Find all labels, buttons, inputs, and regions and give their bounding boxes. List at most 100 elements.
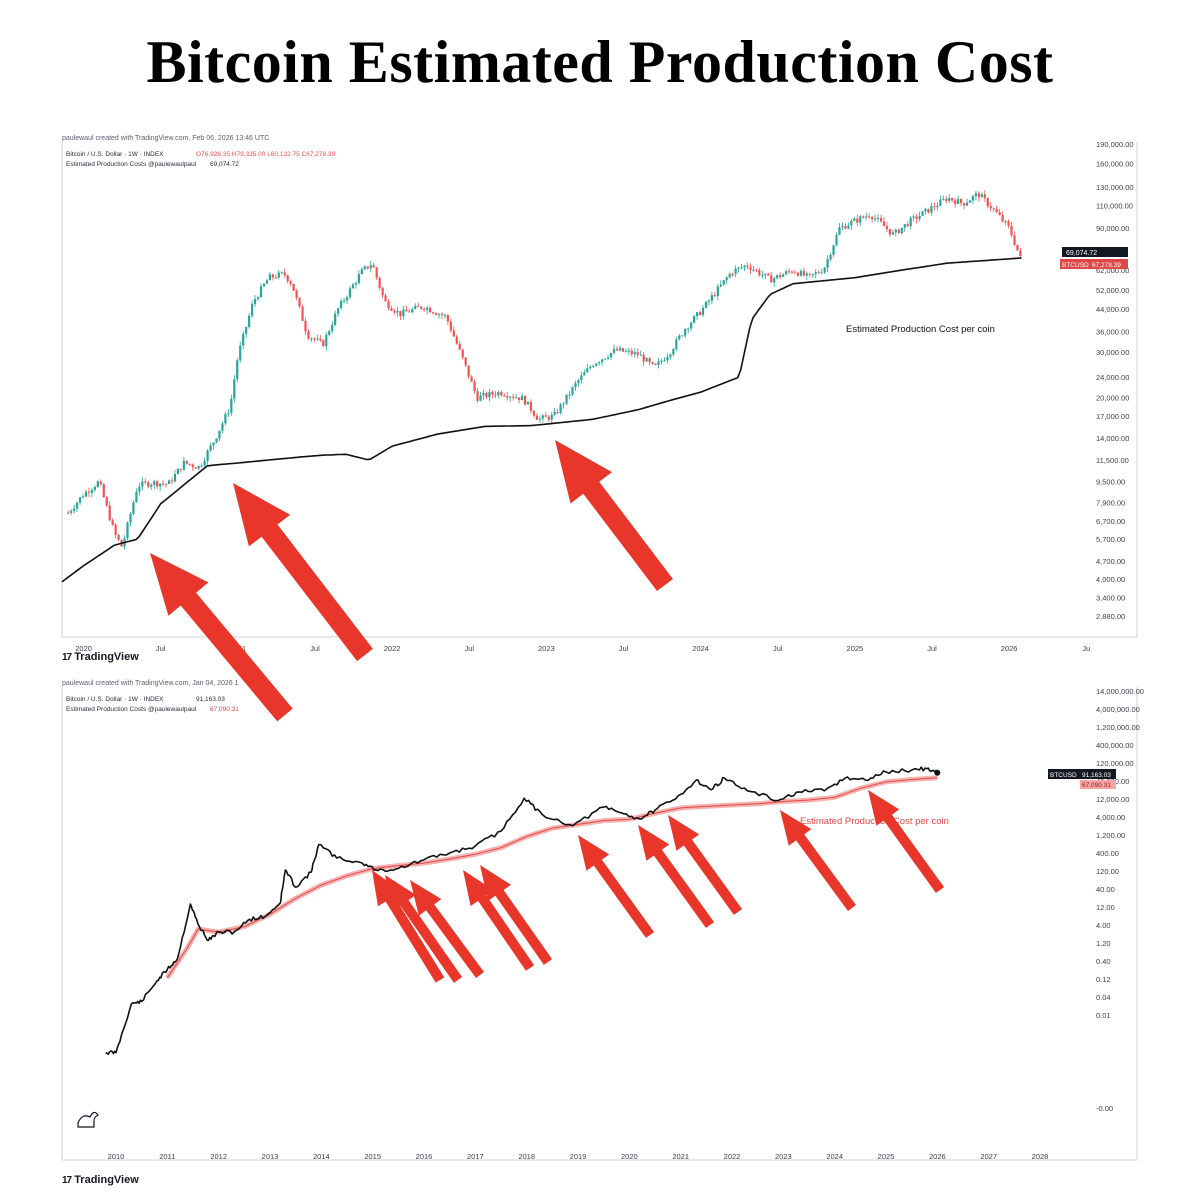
top-candle (939, 199, 942, 206)
top-candle (461, 349, 464, 358)
top-candle (135, 491, 138, 503)
top-candle (402, 309, 405, 317)
top-candle (236, 360, 239, 380)
top-candle (767, 273, 770, 276)
annotation-arrow (385, 875, 463, 983)
bottom-price-badge-value: 91,163.03 (1082, 772, 1111, 779)
top-candle (274, 277, 277, 279)
top-candle (494, 394, 497, 396)
top-candle (253, 299, 257, 304)
top-candle (512, 396, 515, 398)
top-candle (164, 483, 168, 485)
top-candle (598, 362, 601, 364)
top-candle (559, 404, 562, 413)
top-candle (387, 301, 390, 309)
top-candle (503, 395, 506, 397)
top-candle (428, 307, 432, 313)
top-candle (224, 413, 227, 424)
top-tradingview-logo[interactable]: 17 TradingView (62, 651, 139, 663)
top-candle (663, 360, 666, 362)
top-candle (924, 208, 927, 212)
top-y-tick: 36,000.00 (1096, 327, 1129, 336)
top-x-tick: 2025 (847, 644, 864, 653)
top-y-tick: 2,880.00 (1096, 612, 1125, 621)
top-candle (200, 465, 203, 467)
top-candle (491, 391, 494, 395)
top-candle (141, 481, 144, 487)
top-candle (630, 350, 633, 355)
top-candle (81, 496, 85, 498)
annotation-arrow (668, 815, 743, 915)
top-x-tick: Jul (310, 644, 320, 653)
bottom-production-cost-line (166, 777, 938, 979)
top-candle (698, 312, 702, 316)
top-candle (304, 320, 307, 332)
top-candle (933, 206, 936, 208)
top-candle (722, 280, 725, 285)
top-y-tick: 90,000.00 (1096, 224, 1129, 233)
top-cost-badge-text: 69,074.72 (1066, 250, 1097, 257)
top-candle (918, 215, 921, 219)
top-candle (423, 308, 426, 310)
bottom-cost-annotation: Estimated Production Cost per coin (800, 816, 949, 827)
top-candle (909, 217, 912, 227)
top-candle (325, 334, 328, 347)
bottom-price-chart: paulewaul created with TradingView.com, … (61, 680, 1144, 1161)
top-candle (479, 395, 482, 401)
top-candle (695, 312, 699, 317)
top-y-tick: 5,700.00 (1096, 535, 1125, 544)
top-candle (900, 227, 903, 234)
bottom-y-tick: 4,000.00 (1096, 813, 1125, 822)
top-candle (319, 338, 322, 341)
bottom-x-tick: 2023 (775, 1152, 792, 1161)
top-candle (188, 463, 191, 465)
top-candle (989, 206, 992, 209)
top-candle (693, 316, 696, 323)
bottom-price-line (105, 766, 938, 1055)
top-candle (948, 198, 951, 201)
bottom-y-tick: 40.00 (1096, 885, 1115, 894)
top-candle (233, 379, 236, 399)
top-candle (986, 198, 989, 207)
top-candle (609, 352, 613, 358)
top-y-tick: 110,000.00 (1096, 202, 1133, 211)
top-candle (669, 354, 672, 357)
top-candle (740, 267, 743, 269)
top-candle (701, 307, 705, 316)
top-candle (440, 314, 444, 316)
top-candle (787, 271, 791, 273)
bottom-x-tick: 2028 (1032, 1152, 1049, 1161)
top-candle (520, 395, 524, 401)
top-x-tick: 2024 (692, 644, 709, 653)
top-candle (992, 208, 995, 210)
top-x-tick: 2023 (538, 644, 555, 653)
top-candle (580, 375, 583, 381)
bottom-x-tick: 2021 (672, 1152, 689, 1161)
bottom-x-tick: 2022 (724, 1152, 741, 1161)
bottom-y-tick: 1,200,000.00 (1096, 723, 1140, 732)
top-candle (218, 430, 221, 439)
annotation-arrow (463, 870, 535, 971)
annotation-arrow (868, 790, 945, 893)
top-candle (639, 354, 642, 356)
top-candle (334, 313, 337, 325)
top-candle (725, 277, 728, 281)
top-y-tick: 14,000.00 (1096, 434, 1129, 443)
top-candle (589, 366, 592, 369)
bottom-y-tick: 12,000.00 (1096, 795, 1129, 804)
top-candle (808, 273, 811, 275)
top-candle (977, 193, 980, 198)
top-candle (832, 245, 835, 255)
annotation-arrow (780, 810, 856, 911)
top-candle (173, 473, 177, 482)
top-candle (485, 392, 488, 398)
top-candle (796, 272, 800, 276)
top-candle (633, 352, 636, 355)
bottom-dino-icon[interactable] (77, 1111, 99, 1128)
top-candle (434, 313, 438, 315)
bottom-price-badge-symbol: BTCUSD (1050, 772, 1077, 779)
bottom-tradingview-logo[interactable]: 17 TradingView (62, 1174, 139, 1186)
top-candle (298, 297, 301, 307)
top-y-tick: 130,000.00 (1096, 183, 1134, 192)
top-candle (506, 396, 509, 398)
